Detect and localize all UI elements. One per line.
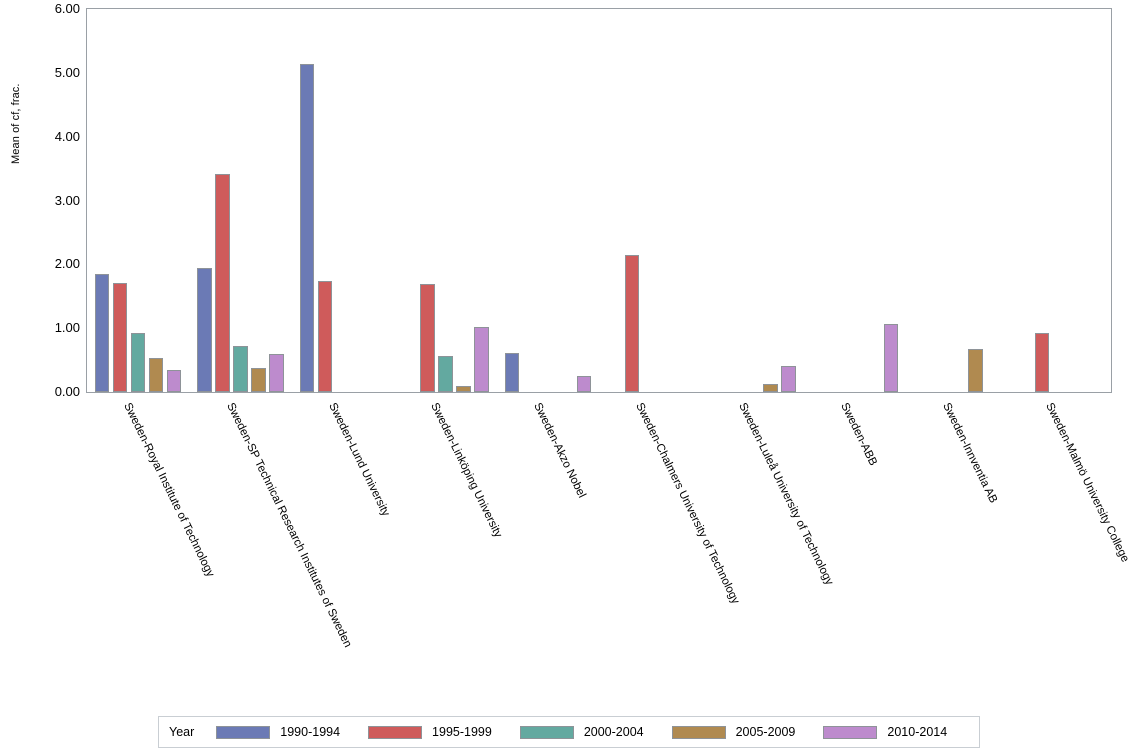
y-tick-label: 1.00 [54, 320, 80, 336]
y-tick-label: 3.00 [54, 192, 80, 208]
bar [197, 268, 212, 392]
plot-area [86, 8, 1112, 393]
legend: Year 1990-1994 1995-1999 2000-2004 2005-200… [158, 716, 980, 748]
x-axis-labels: Sweden-Royal Institute of Technology Swed… [0, 393, 1134, 703]
bar [763, 383, 778, 392]
legend-item-label: 2000-2004 [583, 725, 644, 739]
y-tick-label: 4.00 [54, 128, 80, 144]
bar [317, 280, 333, 392]
bar [1034, 333, 1049, 392]
bar [576, 376, 592, 392]
bar [456, 385, 471, 392]
bar [624, 255, 640, 392]
y-tick-label: 0.00 [54, 384, 80, 399]
x-axis-category-label: Sweden-Lund University [326, 401, 392, 519]
bar [251, 367, 266, 392]
legend-item-label: 1990-1994 [280, 725, 341, 739]
legend-swatch-icon [823, 725, 878, 739]
bar [149, 358, 164, 392]
bar [130, 332, 146, 392]
bar [420, 284, 435, 392]
x-axis-category-label: Sweden-Innventia AB [940, 401, 1000, 506]
y-axis-ticks: 0.00 1.00 2.00 3.00 4.00 5.00 6.00 [28, 0, 120, 401]
legend-swatch-icon [519, 725, 574, 739]
legend-item[interactable]: 1995-1999 [368, 725, 492, 739]
legend-items: 1990-1994 1995-1999 2000-2004 2005-2009 2010… [216, 725, 975, 739]
bars-layer [87, 9, 1111, 392]
bar [215, 173, 230, 392]
y-tick-label: 6.00 [54, 1, 80, 16]
x-axis-category-label: Sweden-Royal Institute of Technology [121, 401, 217, 580]
legend-item[interactable]: 1990-1994 [216, 725, 340, 739]
bar [883, 323, 899, 392]
bar [112, 282, 128, 392]
bar [474, 326, 489, 392]
legend-item[interactable]: 2010-2014 [823, 725, 947, 739]
bar [438, 355, 453, 392]
y-axis-title: Mean of cf, frac. [10, 83, 22, 164]
x-axis-category-label: Sweden-Akzo Nobel [531, 401, 588, 500]
bar [94, 273, 110, 392]
legend-item-label: 2010-2014 [887, 725, 948, 739]
bar [233, 346, 248, 392]
x-axis-category-label: Sweden-Luleå University of Technology [735, 401, 835, 588]
legend-item[interactable]: 2005-2009 [671, 725, 796, 739]
bar [968, 348, 983, 392]
legend-item-label: 2005-2009 [735, 725, 796, 739]
legend-swatch-icon [671, 725, 726, 739]
bar [504, 353, 519, 392]
legend-title: Year [169, 725, 195, 739]
legend-swatch-icon [216, 725, 271, 739]
bar [781, 365, 796, 392]
x-axis-category-label: Sweden-ABB [838, 401, 879, 468]
x-axis-category-label: Sweden-Linköping University [428, 401, 505, 540]
y-tick-label: 5.00 [54, 64, 80, 80]
x-axis-category-label: Sweden-Chalmers University of Technology [633, 401, 742, 607]
y-tick-label: 2.00 [54, 256, 80, 272]
legend-swatch-icon [368, 725, 423, 739]
bar [299, 63, 315, 392]
bar [167, 370, 182, 392]
bar [269, 354, 284, 392]
legend-item-label: 1995-1999 [432, 725, 492, 739]
x-axis-category-label: Sweden-Malmö University College [1043, 401, 1131, 565]
x-axis-category-label: Sweden-SP Technical Research Institutes … [223, 401, 354, 650]
legend-item[interactable]: 2000-2004 [519, 725, 644, 739]
